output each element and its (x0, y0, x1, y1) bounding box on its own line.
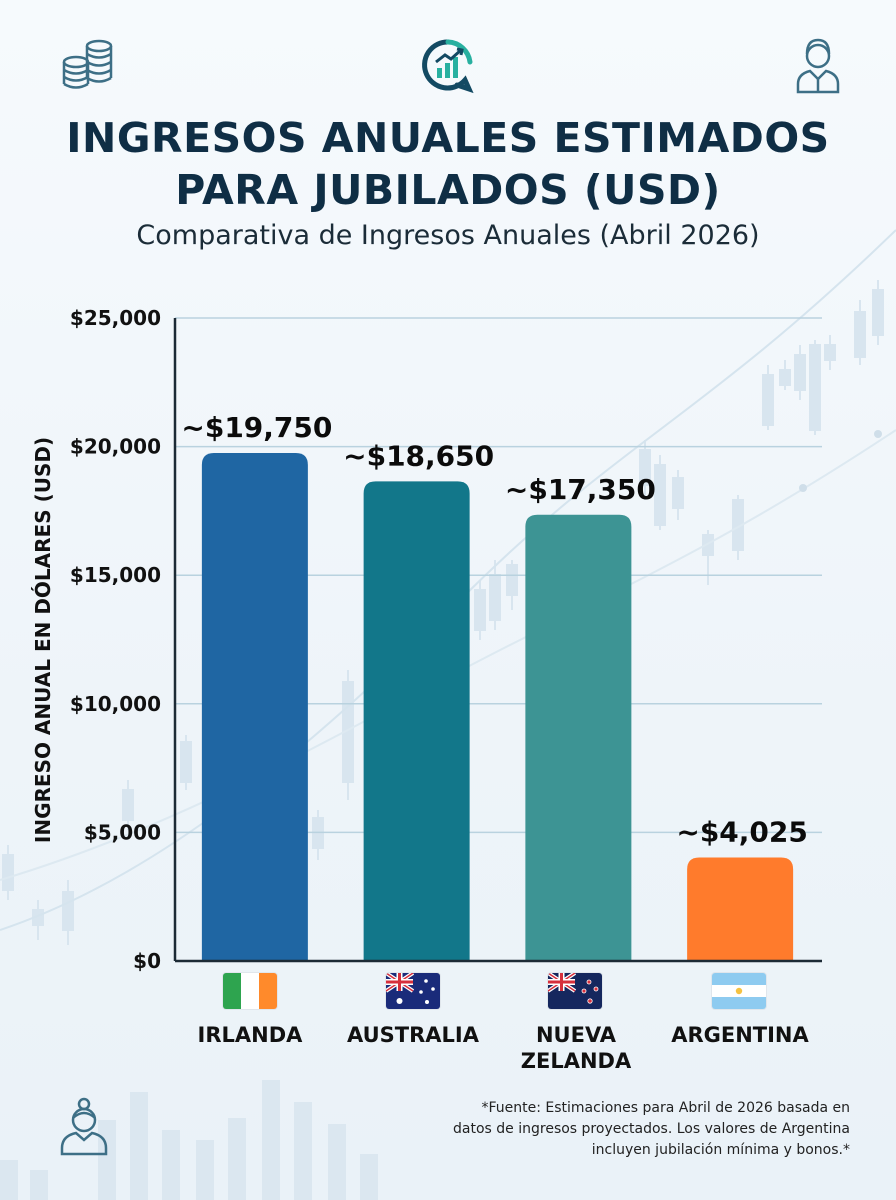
coins-icon (62, 39, 113, 89)
y-tick-label: $10,000 (70, 692, 161, 716)
x-tick-label: AUSTRALIA (347, 1023, 479, 1047)
bar-value-label: ~$19,750 (181, 411, 332, 444)
y-tick-label: $15,000 (70, 563, 161, 587)
bars (201, 453, 794, 961)
argentina-flag-icon (712, 973, 766, 1009)
elderly-person-icon (60, 1097, 108, 1156)
chart-title: INGRESOS ANUALES ESTIMADOS PARA JUBILADO… (66, 114, 830, 214)
growth-chart-logo-icon (422, 39, 474, 94)
irlanda-flag-icon (223, 973, 277, 1009)
bar-value-labels: ~$19,750 ~$18,650 ~$17,350 ~$4,025 (181, 411, 808, 848)
bar (525, 514, 632, 961)
x-tick-label: NUEVA ZELANDA (520, 1023, 632, 1073)
y-tick-label: $25,000 (70, 306, 161, 330)
y-axis-label: INGRESO ANUAL EN DÓLARES (USD) (31, 437, 55, 843)
person-icon (796, 38, 840, 94)
bar-value-label: ~$4,025 (676, 815, 808, 848)
bar (687, 857, 794, 961)
y-tick-labels: $0 $5,000 $10,000 $15,000 $20,000 $25,000 (70, 306, 161, 973)
bar (363, 481, 470, 961)
bar-value-label: ~$18,650 (343, 439, 494, 472)
bar (201, 453, 308, 961)
y-tick-label: $5,000 (84, 820, 161, 844)
source-footnote: *Fuente: Estimaciones para Abril de 2026… (453, 1100, 850, 1158)
bar-value-label: ~$17,350 (505, 473, 656, 506)
australia-flag-icon (386, 973, 440, 1009)
x-tick-label: IRLANDA (197, 1023, 303, 1047)
x-tick-label: ARGENTINA (671, 1023, 809, 1047)
y-tick-label: $0 (133, 949, 161, 973)
nueva-zelanda-flag-icon (548, 973, 602, 1009)
chart-subtitle: Comparativa de Ingresos Anuales (Abril 2… (136, 220, 760, 251)
y-tick-label: $20,000 (70, 435, 161, 459)
